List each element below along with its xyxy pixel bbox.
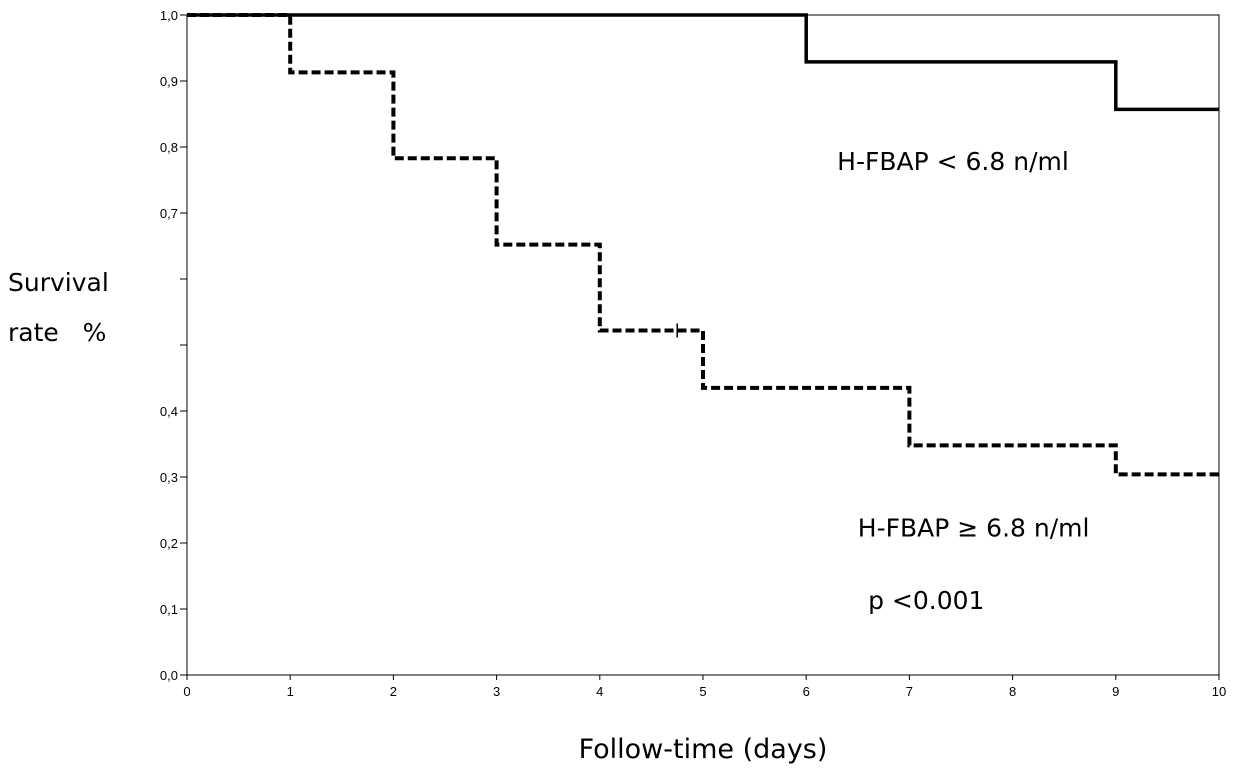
y-axis-label-line-1: Survival — [8, 268, 109, 297]
series-line-2 — [187, 13, 1219, 477]
y-tick-label: 0,4 — [160, 404, 178, 419]
x-tick-label: 2 — [390, 684, 397, 699]
series — [187, 13, 1219, 477]
x-tick-label: 7 — [906, 684, 913, 699]
x-tick-label: 4 — [596, 684, 603, 699]
x-axis-label: Follow-time (days) — [579, 734, 828, 765]
y-tick-label: 0,9 — [160, 74, 178, 89]
y-tick-label: 0,7 — [160, 206, 178, 221]
series-line-1 — [187, 13, 1219, 112]
y-tick-label: 0,2 — [160, 536, 178, 551]
annotation-label: H-FBAP < 6.8 n/ml — [837, 147, 1069, 176]
x-tick-label: 0 — [183, 684, 190, 699]
x-tick-label: 6 — [803, 684, 810, 699]
annotation-label: H-FBAP ≥ 6.8 n/ml — [858, 513, 1090, 542]
y-tick-label: 0,3 — [160, 470, 178, 485]
annotations: H-FBAP < 6.8 n/ml H-FBAP ≥ 6.8 n/ml p <0.0… — [837, 147, 1089, 615]
y-tick-label: 1,0 — [160, 8, 178, 23]
x-tick-label: 1 — [287, 684, 294, 699]
y-tick-label: 0,1 — [160, 602, 178, 617]
y-tick-label: 0,0 — [160, 668, 178, 683]
annotation-label: p <0.001 — [868, 586, 984, 615]
ticks: 0 1 2 3 4 5 6 7 8 9 10 0,0 0,1 0,2 0,3 0,4 0,7 0,8 0,9 1,0 — [160, 8, 1226, 699]
x-tick-label: 8 — [1009, 684, 1016, 699]
x-tick-label: 3 — [493, 684, 500, 699]
x-tick-label: 10 — [1212, 684, 1226, 699]
y-axis-label-line-2: rate % — [8, 318, 106, 347]
x-tick-label: 5 — [699, 684, 706, 699]
x-tick-label: 9 — [1112, 684, 1119, 699]
y-tick-label: 0,8 — [160, 140, 178, 155]
